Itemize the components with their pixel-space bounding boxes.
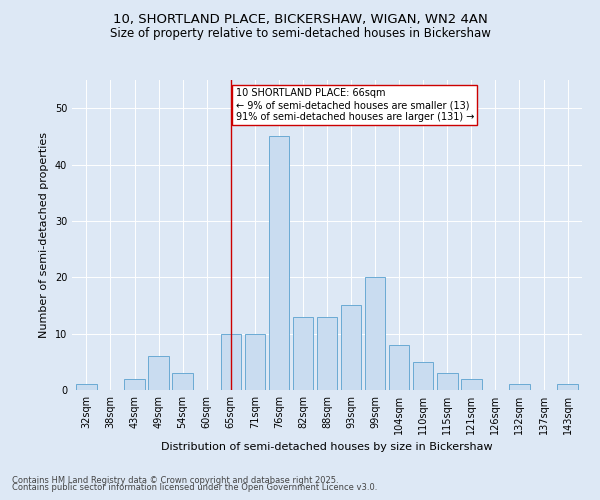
Bar xyxy=(461,378,482,390)
Text: Size of property relative to semi-detached houses in Bickershaw: Size of property relative to semi-detach… xyxy=(110,28,490,40)
Text: 10, SHORTLAND PLACE, BICKERSHAW, WIGAN, WN2 4AN: 10, SHORTLAND PLACE, BICKERSHAW, WIGAN, … xyxy=(113,12,487,26)
Bar xyxy=(365,278,385,390)
Bar xyxy=(245,334,265,390)
Bar xyxy=(389,345,409,390)
Bar xyxy=(341,306,361,390)
Y-axis label: Number of semi-detached properties: Number of semi-detached properties xyxy=(39,132,49,338)
Bar xyxy=(437,373,458,390)
Bar xyxy=(76,384,97,390)
Bar xyxy=(221,334,241,390)
Bar xyxy=(317,316,337,390)
Bar xyxy=(557,384,578,390)
Text: Contains HM Land Registry data © Crown copyright and database right 2025.: Contains HM Land Registry data © Crown c… xyxy=(12,476,338,485)
Bar xyxy=(509,384,530,390)
Bar xyxy=(269,136,289,390)
Bar xyxy=(148,356,169,390)
Bar xyxy=(413,362,433,390)
Text: Contains public sector information licensed under the Open Government Licence v3: Contains public sector information licen… xyxy=(12,484,377,492)
Bar xyxy=(124,378,145,390)
Bar xyxy=(172,373,193,390)
X-axis label: Distribution of semi-detached houses by size in Bickershaw: Distribution of semi-detached houses by … xyxy=(161,442,493,452)
Bar xyxy=(293,316,313,390)
Text: 10 SHORTLAND PLACE: 66sqm
← 9% of semi-detached houses are smaller (13)
91% of s: 10 SHORTLAND PLACE: 66sqm ← 9% of semi-d… xyxy=(236,88,474,122)
